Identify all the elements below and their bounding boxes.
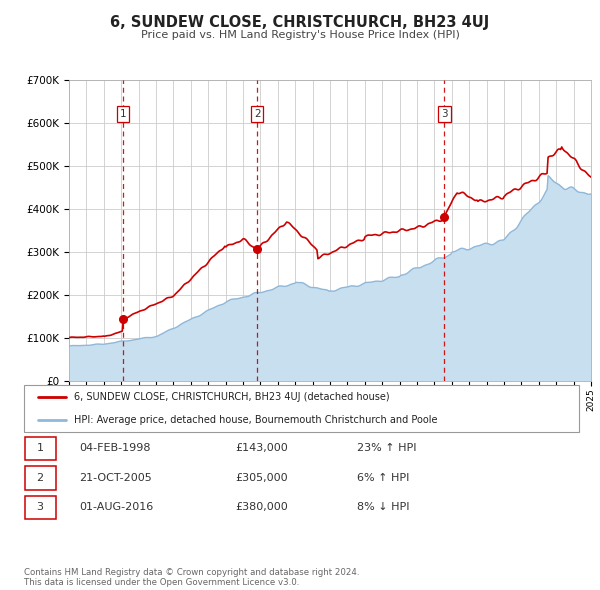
Text: 1: 1 [119,109,126,119]
Text: Contains HM Land Registry data © Crown copyright and database right 2024.
This d: Contains HM Land Registry data © Crown c… [24,568,359,587]
Text: 6, SUNDEW CLOSE, CHRISTCHURCH, BH23 4UJ (detached house): 6, SUNDEW CLOSE, CHRISTCHURCH, BH23 4UJ … [74,392,389,402]
Text: 01-AUG-2016: 01-AUG-2016 [79,503,154,512]
Text: Price paid vs. HM Land Registry's House Price Index (HPI): Price paid vs. HM Land Registry's House … [140,30,460,40]
Text: 2: 2 [37,473,44,483]
Bar [25,496,56,519]
Text: £380,000: £380,000 [235,503,287,512]
Text: 6, SUNDEW CLOSE, CHRISTCHURCH, BH23 4UJ: 6, SUNDEW CLOSE, CHRISTCHURCH, BH23 4UJ [110,15,490,30]
Text: 8% ↓ HPI: 8% ↓ HPI [357,503,409,512]
Text: 21-OCT-2005: 21-OCT-2005 [79,473,152,483]
Text: 1: 1 [37,444,44,453]
Text: 3: 3 [441,109,448,119]
Text: 04-FEB-1998: 04-FEB-1998 [79,444,151,453]
Text: £305,000: £305,000 [235,473,287,483]
Bar [25,466,56,490]
Text: HPI: Average price, detached house, Bournemouth Christchurch and Poole: HPI: Average price, detached house, Bour… [74,415,437,425]
Text: 3: 3 [37,503,44,512]
Bar [25,437,56,460]
Text: £143,000: £143,000 [235,444,287,453]
Text: 6% ↑ HPI: 6% ↑ HPI [357,473,409,483]
Text: 23% ↑ HPI: 23% ↑ HPI [357,444,416,453]
Text: 2: 2 [254,109,260,119]
